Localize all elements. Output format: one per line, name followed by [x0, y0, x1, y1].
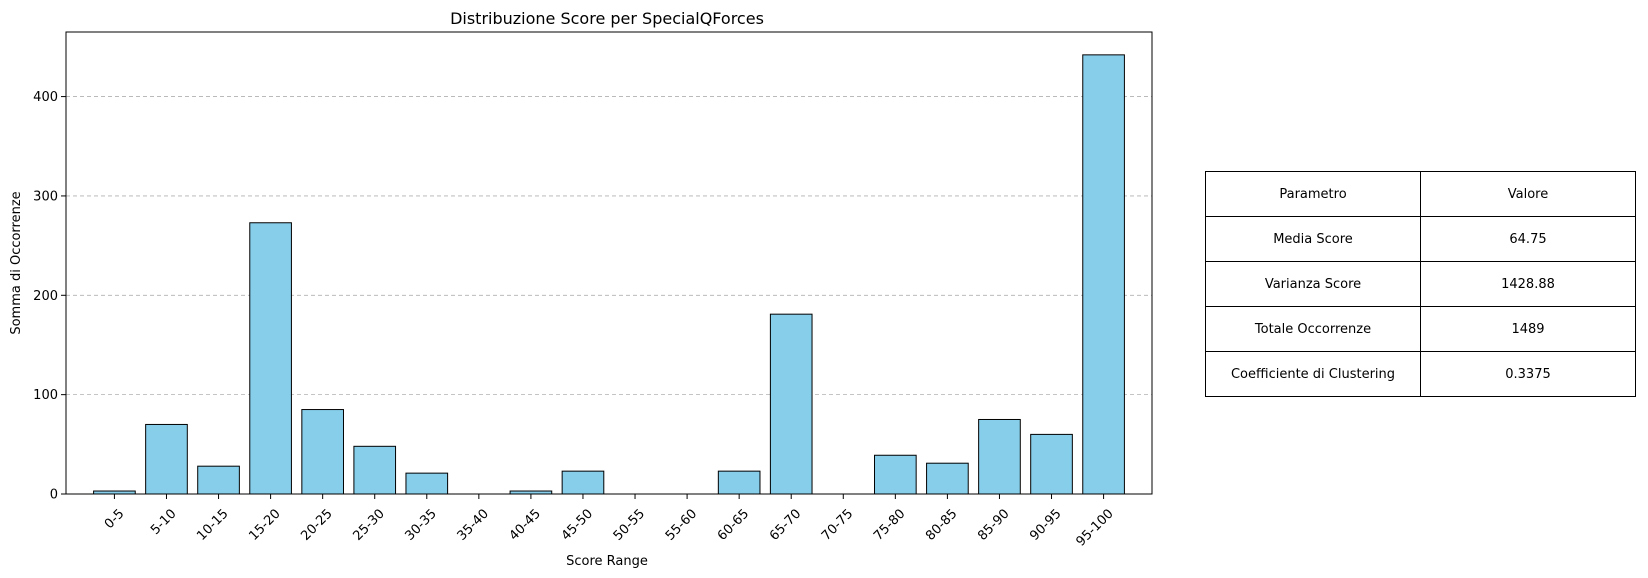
plot-frame [65, 31, 1153, 495]
bar-15-20 [249, 222, 292, 495]
x-tick-label: 85-90 [975, 506, 1012, 543]
x-axis-ticks: 0-5 5-10 10-15 15-20 20-25 25-30 30-35 35-40 40-… [102, 494, 1117, 550]
bar-60-65 [717, 470, 761, 495]
table-header-cell: Parametro [1205, 171, 1421, 217]
x-tick-label: 70-75 [819, 506, 856, 543]
chart-title: Distribuzione Score per SpecialQForces [450, 9, 764, 28]
bar-65-70 [769, 313, 813, 495]
x-tick-label: 30-35 [403, 506, 440, 543]
table-cell: Coefficiente di Clustering [1205, 351, 1421, 397]
table-header-cell: Valore [1420, 171, 1636, 217]
x-tick-label: 55-60 [663, 506, 700, 543]
x-tick-label: 90-95 [1027, 506, 1064, 543]
x-tick-label: 50-55 [611, 506, 648, 543]
grid-lines [66, 96, 1152, 396]
bar-45-50 [561, 470, 605, 495]
bar-95-100 [1082, 54, 1125, 495]
table-row: Totale Occorrenze 1489 [1205, 306, 1636, 352]
table-cell: 1428.88 [1420, 261, 1636, 307]
x-tick-label: 80-85 [923, 506, 960, 543]
x-tick-label: 65-70 [767, 506, 804, 543]
x-tick-label: 60-65 [715, 506, 752, 543]
x-tick-label: 35-40 [455, 506, 492, 543]
y-tick-label: 0 [50, 488, 58, 503]
y-tick-label: 300 [33, 189, 58, 204]
y-tick-label: 400 [33, 90, 58, 105]
table-cell: 0.3375 [1420, 351, 1636, 397]
bar-90-95 [1030, 433, 1073, 495]
y-axis-ticks: 0 100 200 300 400 [33, 90, 66, 503]
x-tick-label: 25-30 [350, 506, 387, 543]
table-cell: Totale Occorrenze [1205, 306, 1421, 352]
table-cell: Media Score [1205, 216, 1421, 262]
x-tick-label: 75-80 [871, 506, 908, 543]
y-tick-label: 100 [33, 388, 58, 403]
bar-10-15 [197, 465, 240, 495]
y-tick-label: 200 [33, 289, 58, 304]
table-cell: 64.75 [1420, 216, 1636, 262]
table-header-row: Parametro Valore [1205, 171, 1636, 217]
table-row: Varianza Score 1428.88 [1205, 261, 1636, 307]
x-tick-label: 15-20 [246, 506, 283, 543]
x-tick-label: 95-100 [1073, 506, 1116, 549]
y-axis-label: Somma di Occorrenze [9, 191, 24, 334]
table-row: Coefficiente di Clustering 0.3375 [1205, 351, 1636, 397]
bar-75-80 [874, 454, 917, 495]
bar-5-10 [145, 423, 188, 495]
bar-80-85 [926, 462, 969, 495]
x-tick-label: 10-15 [194, 506, 231, 543]
x-tick-label: 0-5 [102, 506, 128, 532]
x-tick-label: 5-10 [148, 506, 179, 537]
x-axis-label: Score Range [566, 554, 648, 569]
bars [93, 54, 1125, 495]
bar-85-90 [978, 418, 1021, 495]
table-row: Media Score 64.75 [1205, 216, 1636, 262]
x-tick-label: 20-25 [298, 506, 335, 543]
bar-20-25 [301, 409, 344, 495]
bar-25-30 [353, 445, 397, 495]
x-tick-label: 40-45 [507, 506, 544, 543]
x-tick-label: 45-50 [559, 506, 596, 543]
stats-table: Parametro Valore Media Score 64.75 Varia… [1205, 171, 1636, 397]
table-cell: Varianza Score [1205, 261, 1421, 307]
table-cell: 1489 [1420, 306, 1636, 352]
bar-30-35 [405, 472, 449, 495]
